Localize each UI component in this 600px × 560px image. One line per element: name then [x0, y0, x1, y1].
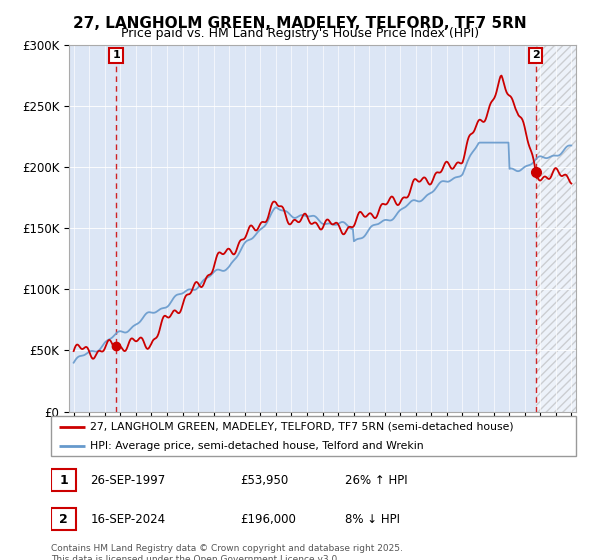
Bar	[536, 45, 579, 412]
Text: HPI: Average price, semi-detached house, Telford and Wrekin: HPI: Average price, semi-detached house,…	[91, 441, 424, 450]
Text: 27, LANGHOLM GREEN, MADELEY, TELFORD, TF7 5RN: 27, LANGHOLM GREEN, MADELEY, TELFORD, TF…	[73, 16, 527, 31]
Text: £53,950: £53,950	[240, 474, 288, 487]
FancyBboxPatch shape	[51, 469, 76, 491]
Text: 1: 1	[112, 50, 120, 60]
Text: £196,000: £196,000	[240, 513, 296, 526]
Bar	[536, 45, 579, 412]
Text: 27, LANGHOLM GREEN, MADELEY, TELFORD, TF7 5RN (semi-detached house): 27, LANGHOLM GREEN, MADELEY, TELFORD, TF…	[91, 422, 514, 432]
Text: 2: 2	[59, 513, 68, 526]
Text: 26-SEP-1997: 26-SEP-1997	[91, 474, 166, 487]
FancyBboxPatch shape	[51, 416, 576, 456]
Text: 2: 2	[532, 50, 539, 60]
Text: 16-SEP-2024: 16-SEP-2024	[91, 513, 166, 526]
Text: Price paid vs. HM Land Registry's House Price Index (HPI): Price paid vs. HM Land Registry's House …	[121, 27, 479, 40]
Text: 8% ↓ HPI: 8% ↓ HPI	[345, 513, 400, 526]
FancyBboxPatch shape	[51, 508, 76, 530]
Text: 26% ↑ HPI: 26% ↑ HPI	[345, 474, 407, 487]
Text: Contains HM Land Registry data © Crown copyright and database right 2025.
This d: Contains HM Land Registry data © Crown c…	[51, 544, 403, 560]
Text: 1: 1	[59, 474, 68, 487]
